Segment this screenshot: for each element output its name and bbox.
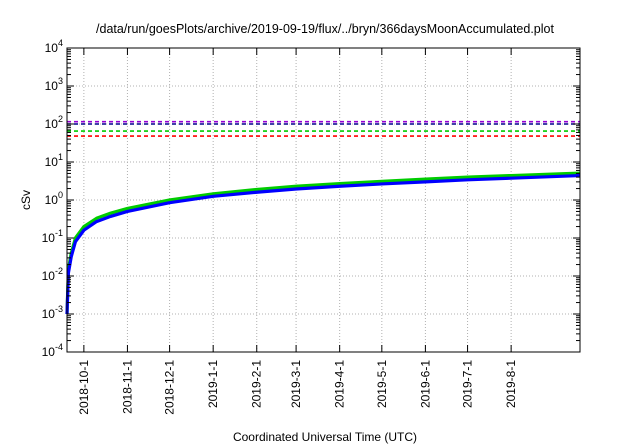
x-tick-label: 2018-10-1 (77, 360, 91, 415)
series-line-1 (65, 171, 581, 315)
y-tick-label: 101 (45, 152, 63, 169)
y-tick-label: 103 (45, 76, 63, 93)
y-tick-label: 102 (45, 114, 63, 131)
y-tick-label: 10-3 (42, 304, 63, 321)
chart-title: /data/run/goesPlots/archive/2019-09-19/f… (96, 22, 554, 36)
x-tick-label: 2019-7-1 (461, 360, 475, 408)
x-tick-label: 2019-4-1 (333, 360, 347, 408)
grid-lines (67, 48, 580, 352)
series-layer (65, 120, 581, 315)
y-tick-label: 10-2 (42, 266, 63, 283)
x-tick-label: 2019-2-1 (250, 360, 264, 408)
y-tick-label: 104 (45, 38, 63, 55)
y-tick-label: 10-1 (42, 228, 63, 245)
y-tick-label: 100 (45, 190, 63, 207)
series-line-2 (65, 173, 581, 315)
x-tick-label: 2019-3-1 (289, 360, 303, 408)
x-tick-label: 2019-1-1 (206, 360, 220, 408)
x-tick-label: 2019-8-1 (504, 360, 518, 408)
y-tick-labels: 10-4 10-3 10-2 10-1 100 101 102 103 104 (42, 38, 63, 359)
y-axis-label: cSv (19, 190, 33, 210)
x-tick-label: 2019-5-1 (375, 360, 389, 408)
x-tick-labels: 2018-10-1 2018-11-1 2018-12-1 2019-1-1 2019-… (77, 360, 518, 415)
x-tick-label: 2018-11-1 (120, 360, 134, 414)
plot-frame (66, 47, 581, 353)
tick-marks (67, 47, 580, 353)
y-tick-label: 10-4 (42, 342, 63, 359)
x-axis-label: Coordinated Universal Time (UTC) (233, 430, 417, 444)
x-tick-label: 2018-12-1 (163, 360, 177, 415)
x-tick-label: 2019-6-1 (418, 360, 432, 408)
